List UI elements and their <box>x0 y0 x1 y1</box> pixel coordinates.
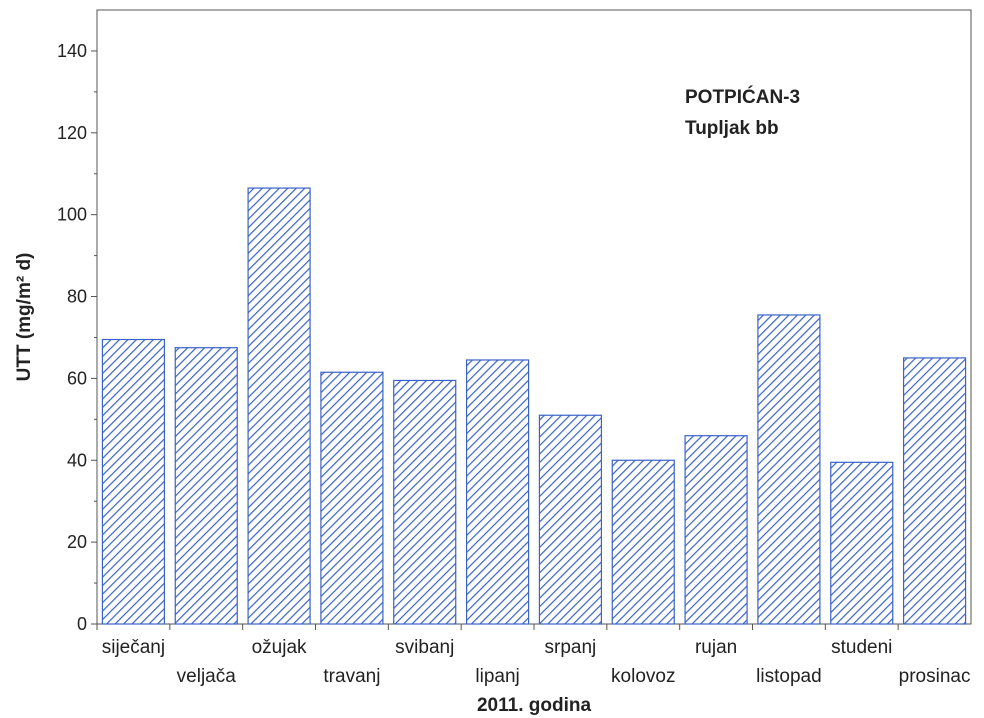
x-category-label: svibanj <box>395 637 454 658</box>
x-category-label: prosinac <box>899 666 971 687</box>
x-category-label: siječanj <box>102 637 165 658</box>
bar-5 <box>465 359 530 625</box>
bar-2 <box>247 187 311 625</box>
y-tick-label: 140 <box>57 41 87 61</box>
x-category-label: studeni <box>831 637 892 658</box>
bar-8 <box>684 435 748 625</box>
annotation-line-2: Tupljak bb <box>685 118 779 139</box>
bar-10 <box>830 461 894 625</box>
y-tick-label: 60 <box>67 368 87 388</box>
bar-3 <box>320 371 384 625</box>
y-tick-label: 80 <box>67 287 87 307</box>
y-tick-label: 20 <box>67 532 87 552</box>
x-category-label: rujan <box>695 637 737 658</box>
bar-4 <box>393 379 457 625</box>
annotation-line-1: POTPIĆAN-3 <box>685 86 800 108</box>
bar-0 <box>101 338 166 625</box>
x-axis-title: 2011. godina <box>477 695 591 716</box>
y-axis-ticks: 0 20 40 60 80 100 120 140 <box>57 41 97 634</box>
bar-7 <box>611 459 675 625</box>
bars <box>101 187 967 625</box>
bar-9 <box>757 314 821 625</box>
x-category-label: travanj <box>323 666 380 687</box>
bar-1 <box>174 347 238 625</box>
x-category-label: ožujak <box>252 637 307 658</box>
y-tick-label: 120 <box>57 123 87 143</box>
x-category-label: veljača <box>177 666 237 687</box>
bar-11 <box>902 357 967 625</box>
y-axis-title: UTT (mg/m² d) <box>14 253 35 382</box>
x-category-label: listopad <box>756 666 822 687</box>
x-axis-labels: siječanj veljača ožujak travanj svibanj lipan… <box>96 624 971 687</box>
bar-6 <box>538 414 603 625</box>
x-category-label: lipanj <box>475 666 519 687</box>
y-tick-label: 40 <box>67 450 87 470</box>
y-tick-label: 0 <box>77 614 87 634</box>
y-tick-label: 100 <box>57 205 87 225</box>
x-category-label: kolovoz <box>611 666 675 687</box>
x-category-label: srpanj <box>545 637 597 658</box>
